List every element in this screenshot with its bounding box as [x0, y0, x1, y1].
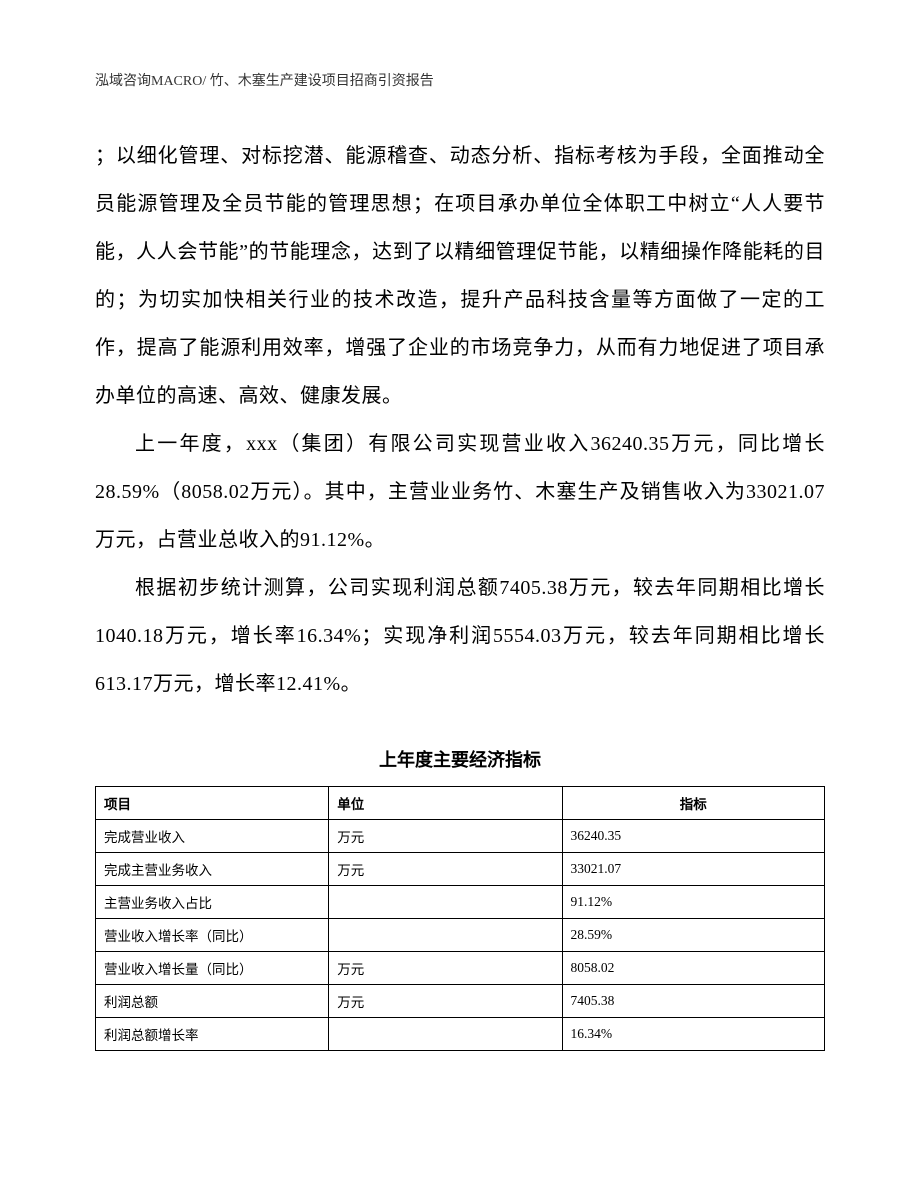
cell-value: 7405.38 [562, 985, 824, 1018]
table-row: 主营业务收入占比 91.12% [96, 886, 825, 919]
cell-value: 16.34% [562, 1018, 824, 1051]
cell-value: 36240.35 [562, 820, 824, 853]
table-row: 完成主营业务收入 万元 33021.07 [96, 853, 825, 886]
cell-unit [329, 886, 562, 919]
col-header-item: 项目 [96, 787, 329, 820]
paragraph-2: 上一年度，xxx（集团）有限公司实现营业收入36240.35万元，同比增长28.… [95, 420, 825, 564]
body-content: ；以细化管理、对标挖潜、能源稽查、动态分析、指标考核为手段，全面推动全员能源管理… [95, 132, 825, 708]
page-header: 泓域咨询MACRO/ 竹、木塞生产建设项目招商引资报告 [95, 70, 825, 90]
paragraph-3: 根据初步统计测算，公司实现利润总额7405.38万元，较去年同期相比增长1040… [95, 564, 825, 708]
col-header-value: 指标 [562, 787, 824, 820]
cell-unit [329, 919, 562, 952]
cell-unit: 万元 [329, 952, 562, 985]
cell-item: 营业收入增长量（同比） [96, 952, 329, 985]
cell-unit: 万元 [329, 853, 562, 886]
cell-item: 利润总额 [96, 985, 329, 1018]
cell-item: 主营业务收入占比 [96, 886, 329, 919]
header-text: 泓域咨询MACRO/ 竹、木塞生产建设项目招商引资报告 [95, 74, 434, 89]
cell-item: 营业收入增长率（同比） [96, 919, 329, 952]
cell-item: 完成主营业务收入 [96, 853, 329, 886]
table-row: 营业收入增长量（同比） 万元 8058.02 [96, 952, 825, 985]
cell-value: 33021.07 [562, 853, 824, 886]
table-row: 营业收入增长率（同比） 28.59% [96, 919, 825, 952]
economic-indicators-table: 项目 单位 指标 完成营业收入 万元 36240.35 完成主营业务收入 万元 … [95, 786, 825, 1051]
cell-unit: 万元 [329, 820, 562, 853]
table-row: 利润总额增长率 16.34% [96, 1018, 825, 1051]
cell-unit [329, 1018, 562, 1051]
table-title: 上年度主要经济指标 [95, 746, 825, 772]
table-header-row: 项目 单位 指标 [96, 787, 825, 820]
cell-item: 完成营业收入 [96, 820, 329, 853]
table-row: 利润总额 万元 7405.38 [96, 985, 825, 1018]
cell-value: 8058.02 [562, 952, 824, 985]
cell-unit: 万元 [329, 985, 562, 1018]
col-header-unit: 单位 [329, 787, 562, 820]
table-row: 完成营业收入 万元 36240.35 [96, 820, 825, 853]
cell-value: 28.59% [562, 919, 824, 952]
document-page: 泓域咨询MACRO/ 竹、木塞生产建设项目招商引资报告 ；以细化管理、对标挖潜、… [0, 0, 920, 1111]
cell-item: 利润总额增长率 [96, 1018, 329, 1051]
paragraph-1: ；以细化管理、对标挖潜、能源稽查、动态分析、指标考核为手段，全面推动全员能源管理… [95, 132, 825, 420]
cell-value: 91.12% [562, 886, 824, 919]
